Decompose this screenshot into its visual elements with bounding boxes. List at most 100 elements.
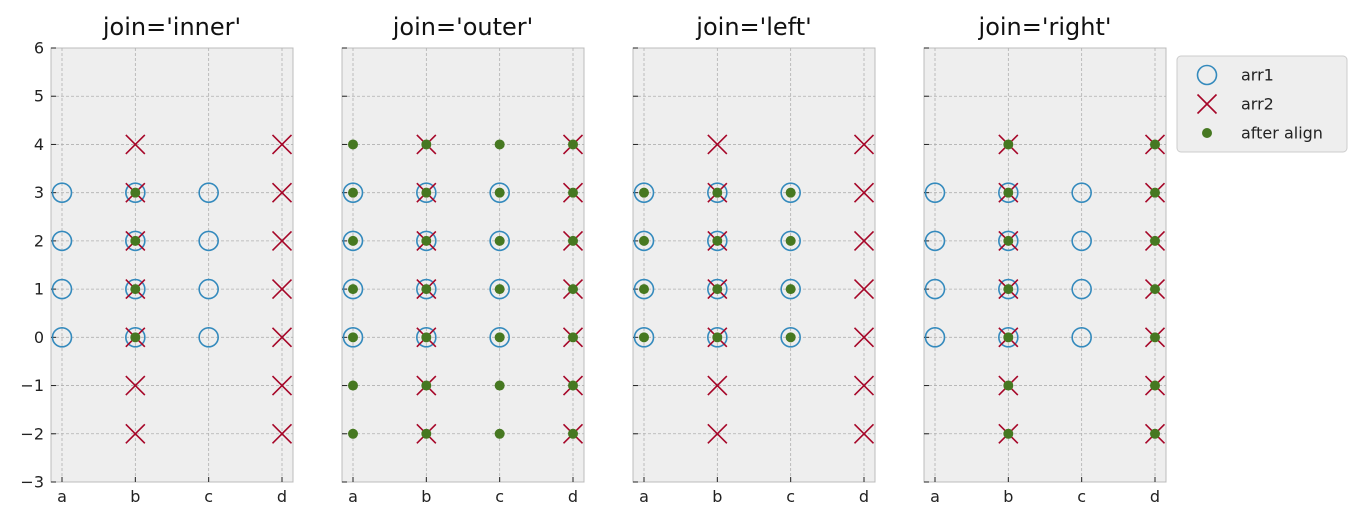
point-arr1 [125,327,146,348]
gridlines [924,48,1166,482]
legend-entry-after-align: after align [1202,124,1323,143]
point-arr2 [271,134,293,155]
point-arr1 [707,230,728,252]
point-after-align [494,187,505,198]
point-after-align [712,187,723,198]
x-tick-label: c [204,487,213,506]
x-tick-label: d [1150,487,1160,506]
point-arr1 [780,182,801,203]
x-tick-label: c [1077,487,1086,506]
point-after-align [1150,235,1160,246]
y-tick-label: 2 [34,231,44,250]
gridlines [342,48,584,482]
point-arr1 [198,278,219,300]
point-arr1 [1071,278,1092,300]
point-arr1 [125,182,146,203]
point-after-align [494,235,505,246]
plot-area [632,47,876,483]
x-tick-label: d [277,487,287,506]
plot-area [923,47,1167,483]
point-arr1 [780,278,801,300]
point-arr1 [489,230,510,252]
y-tick-label: 0 [34,328,44,347]
point-arr2 [853,279,875,300]
point-after-align [1150,187,1160,198]
point-arr1 [924,182,946,203]
point-after-align [348,284,358,295]
point-arr1 [633,278,655,300]
point-after-align [494,332,505,343]
point-arr1 [998,182,1019,203]
gridlines [633,48,875,482]
point-after-align [1150,139,1160,150]
point-arr1 [342,230,364,252]
legend-label: arr1 [1241,66,1274,85]
subplot-title: join='inner' [102,13,241,41]
point-arr1 [489,327,510,348]
point-arr1 [780,230,801,252]
x-tick-label: d [568,487,578,506]
point-arr1 [924,327,946,348]
point-after-align [568,139,578,150]
point-arr1 [633,230,655,252]
point-after-align [421,284,432,295]
legend-entry-arr1: arr1 [1196,64,1274,86]
point-after-align [785,187,796,198]
point-after-align [130,187,141,198]
point-after-align [348,235,358,246]
point-after-align [1003,380,1014,391]
subplot-title: join='right' [978,13,1112,41]
point-after-align [348,187,358,198]
point-after-align [712,284,723,295]
point-arr1 [924,278,946,300]
point-arr1 [707,278,728,300]
point-after-align [785,332,796,343]
plot-area [341,47,585,483]
series-arr1 [342,182,510,348]
point-arr1 [707,327,728,348]
series-after-align [1003,139,1160,439]
y-tick-label: 6 [34,39,44,58]
point-arr1 [416,327,437,348]
point-arr1 [633,182,655,203]
point-arr2 [853,423,875,444]
point-after-align [348,332,358,343]
point-arr2 [125,134,146,155]
point-arr1 [342,182,364,203]
y-tick-label: −2 [20,424,44,443]
y-tick-label: 3 [34,183,44,202]
point-after-align [494,428,505,439]
point-arr1 [416,230,437,252]
point-after-align [130,235,141,246]
point-arr2 [853,327,875,348]
x-tick-label: b [130,487,140,506]
point-after-align [494,284,505,295]
point-after-align [1003,187,1014,198]
point-arr1 [125,230,146,252]
subplot-1: a b c d −3 −2 −1 0 1 2 3 4 5 6 join='inner' [20,13,294,506]
series-after-align [130,187,141,343]
point-after-align [1003,428,1014,439]
point-after-align [421,187,432,198]
legend-frame [1176,55,1348,153]
x-tick-label: a [639,487,649,506]
point-after-align [785,284,796,295]
series-arr1 [633,182,801,348]
point-after-align [568,284,578,295]
point-arr2 [271,423,293,444]
subplot-title: join='outer' [392,13,533,41]
point-after-align [568,428,578,439]
point-after-align [1003,284,1014,295]
series-after-align [348,139,578,439]
point-arr2 [271,182,293,203]
point-after-align [1150,380,1160,391]
point-after-align [568,380,578,391]
point-arr1 [51,182,73,203]
point-after-align [421,380,432,391]
point-after-align [1150,284,1160,295]
point-arr1 [416,278,437,300]
x-tick-label: a [348,487,358,506]
legend: arr1 arr2 after align [1176,55,1348,153]
subplot-4: a b c d join='right' [923,13,1167,506]
point-arr2 [271,375,293,396]
